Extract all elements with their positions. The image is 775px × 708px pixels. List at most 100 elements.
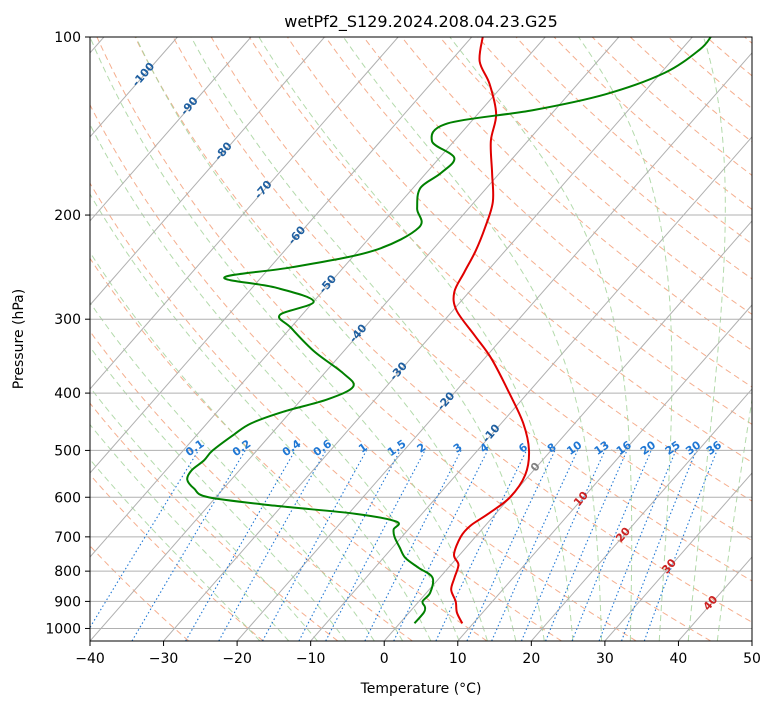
chart-title: wetPf2_S129.2024.208.04.23.G25 [284, 12, 558, 32]
moist-adiabat-line [687, 37, 726, 641]
isotherm-line [604, 472, 752, 641]
y-tick-label: 400 [54, 386, 81, 402]
mixing-ratio-line [545, 450, 628, 641]
temperature-profile-line [450, 37, 531, 624]
y-tick-label: 100 [54, 30, 81, 46]
y-tick-label: 200 [54, 208, 81, 224]
x-tick-label: 50 [743, 651, 761, 667]
dry-adiabat-line [90, 545, 189, 641]
moist-adiabat-line [716, 396, 752, 641]
mixing-ratio-label: 10 [564, 438, 584, 458]
mixing-ratio-label: 2 [415, 441, 429, 456]
x-tick-label: 20 [522, 651, 540, 667]
y-axis-label: Pressure (hPa) [11, 289, 27, 389]
mixing-ratio-label: 25 [663, 438, 683, 457]
isotherm-line [383, 220, 752, 641]
moist-adiabat-line [90, 193, 432, 641]
mixing-ratio-line [393, 450, 489, 641]
moist-adiabat-line [90, 458, 261, 641]
mixing-ratio-line [218, 450, 327, 641]
mixing-ratio-label: 16 [614, 438, 634, 458]
dry-adiabat-line [90, 473, 264, 641]
dry-adiabat-line [96, 37, 712, 641]
moist-adiabat-line [90, 386, 318, 641]
mixing-ratio-label: 36 [704, 438, 724, 458]
x-tick-label: 30 [596, 651, 614, 667]
dry-adiabat-line [553, 37, 752, 211]
isotherm-line [310, 136, 752, 641]
mixing-ratio-line [435, 450, 527, 641]
isotherm-line [163, 37, 693, 641]
plot-frame [89, 36, 753, 642]
moist-adiabat-line [90, 301, 375, 641]
dry-adiabat-line [90, 330, 413, 641]
isotherm-line [90, 37, 399, 390]
moist-adiabat-line [449, 37, 633, 641]
dry-adiabat-line [629, 37, 752, 143]
x-tick-label: 0 [380, 651, 389, 667]
dry-adiabat-line [439, 37, 752, 315]
mixing-ratio-line [185, 450, 296, 641]
mixing-ratio-line [571, 450, 652, 641]
isotherm-line [457, 304, 752, 641]
mixing-ratio-label: 0.2 [230, 437, 253, 459]
isotherm-line [90, 37, 325, 306]
dry-adiabat-line [744, 37, 752, 44]
moist-adiabat-line [90, 423, 290, 641]
mixing-ratio-line [325, 450, 426, 641]
mixing-ratio-line [131, 450, 246, 641]
mixing-ratio-label: 0.1 [183, 437, 206, 459]
moist-adiabat-line [258, 37, 574, 641]
x-axis-label: Temperature (°C) [360, 681, 482, 697]
x-tick-label: −20 [222, 651, 252, 667]
mixing-ratio-line [598, 450, 677, 641]
moist-adiabat-line [90, 123, 460, 641]
y-tick-label: 500 [54, 443, 81, 459]
y-tick-label: 1000 [45, 621, 81, 637]
isotherm-line [751, 640, 752, 641]
x-tick-label: −40 [75, 651, 105, 667]
mixing-ratio-label: 13 [592, 438, 612, 457]
y-tick-label: 600 [54, 490, 81, 506]
dry-adiabat-line [210, 37, 752, 542]
plot-area: 0.1 0.2 0.4 0.6 1 1.5 2 3 4 6 8 10 13 16 20 25 30 36-100-… [89, 36, 753, 642]
isotherm-line [530, 388, 752, 641]
y-tick-label: 300 [54, 312, 81, 328]
plot-clipped-group: 0.1 0.2 0.4 0.6 1 1.5 2 3 4 6 8 10 13 16 20 25 30 36-100-… [90, 37, 752, 641]
dry-adiabat-line [591, 37, 752, 177]
dry-adiabat-line [90, 257, 488, 641]
mixing-ratio-label: 8 [545, 441, 559, 456]
x-tick-label: 40 [670, 651, 688, 667]
x-tick-label: −30 [149, 651, 179, 667]
x-tick-label: 10 [449, 651, 467, 667]
isotherm-line [90, 37, 252, 222]
axis-ticks: −40 −30 −20 −10 0 10 20 30 40 50 100 200 300 400 500 60… [45, 30, 761, 667]
mixing-ratio-label: 1.5 [385, 437, 408, 459]
y-tick-label: 900 [54, 594, 81, 610]
mixing-ratio-line [466, 450, 556, 641]
dry-adiabat-line [515, 37, 752, 245]
isotherm-line [90, 37, 473, 474]
dry-adiabat-line [172, 37, 752, 582]
dry-adiabat-line [134, 37, 752, 623]
dry-adiabat-line [90, 182, 562, 641]
moist-adiabat-line [342, 37, 603, 641]
x-tick-label: −10 [296, 651, 326, 667]
dry-adiabat-line [90, 103, 637, 641]
mixing-ratio-line [90, 450, 199, 629]
moist-adiabat-line [90, 346, 347, 641]
y-tick-label: 800 [54, 564, 81, 580]
isotherm-line [90, 37, 546, 558]
moist-adiabat-line [578, 37, 673, 641]
moist-adiabat-line [90, 251, 404, 641]
isotherm-line [236, 52, 752, 641]
dry-adiabat-line [325, 37, 752, 425]
isotherm-line [90, 37, 620, 641]
mixing-ratio-line [621, 450, 697, 641]
dry-adiabat-line [248, 37, 752, 502]
dewpoint-profile-line [186, 37, 712, 624]
mixing-ratio-label: 30 [683, 438, 703, 458]
mixing-ratio-label: 0.6 [311, 437, 335, 459]
mixing-ratio-line [520, 450, 606, 641]
